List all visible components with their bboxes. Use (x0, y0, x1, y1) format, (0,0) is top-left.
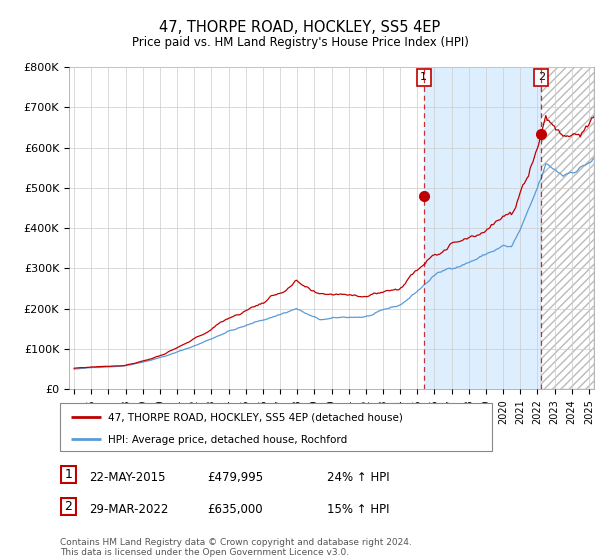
Text: 29-MAR-2022: 29-MAR-2022 (89, 503, 168, 516)
FancyBboxPatch shape (61, 466, 76, 483)
Text: Price paid vs. HM Land Registry's House Price Index (HPI): Price paid vs. HM Land Registry's House … (131, 36, 469, 49)
Text: 1: 1 (421, 72, 427, 82)
Text: 1: 1 (64, 468, 73, 481)
Text: Contains HM Land Registry data © Crown copyright and database right 2024.
This d: Contains HM Land Registry data © Crown c… (60, 538, 412, 557)
Text: 47, THORPE ROAD, HOCKLEY, SS5 4EP: 47, THORPE ROAD, HOCKLEY, SS5 4EP (160, 20, 440, 35)
Text: £635,000: £635,000 (207, 503, 263, 516)
Text: 2: 2 (538, 72, 545, 82)
Text: 15% ↑ HPI: 15% ↑ HPI (327, 503, 389, 516)
Bar (541, 67, 594, 389)
Text: 24% ↑ HPI: 24% ↑ HPI (327, 470, 389, 484)
Text: 22-MAY-2015: 22-MAY-2015 (89, 470, 166, 484)
FancyBboxPatch shape (60, 403, 492, 451)
FancyBboxPatch shape (61, 498, 76, 515)
Text: HPI: Average price, detached house, Rochford: HPI: Average price, detached house, Roch… (107, 435, 347, 445)
Text: 47, THORPE ROAD, HOCKLEY, SS5 4EP (detached house): 47, THORPE ROAD, HOCKLEY, SS5 4EP (detac… (107, 413, 403, 422)
Text: £479,995: £479,995 (207, 470, 263, 484)
Text: 2: 2 (64, 500, 73, 514)
Bar (424, 67, 541, 389)
